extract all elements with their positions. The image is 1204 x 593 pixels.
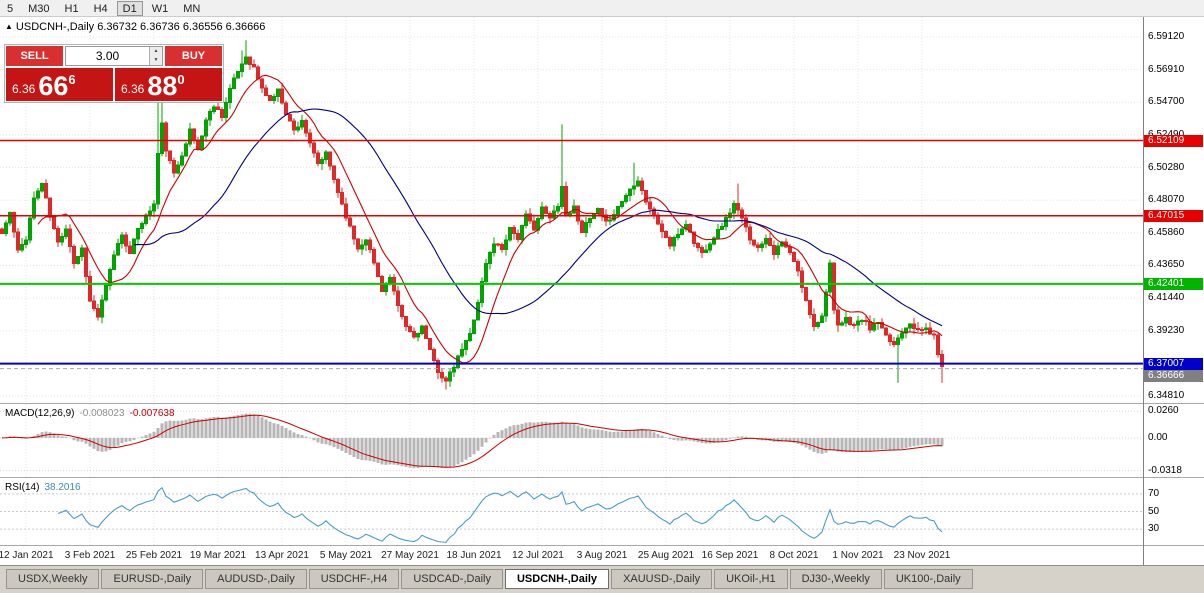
panel-divider [0,477,1204,478]
price-tick: 6.41440 [1148,292,1185,304]
lot-increase-button[interactable]: ▲ [150,47,162,56]
price-tick: 6.52490 [1148,129,1184,141]
sell-button[interactable]: SELL [6,46,63,66]
date-label: 27 May 2021 [381,550,439,561]
rsi-axis[interactable]: 70 50 30 [1143,478,1204,545]
buy-price-pip-digit: 0 [177,72,185,87]
macd-main-value: -0.008023 [79,408,125,419]
rsi-tick: 70 [1148,487,1160,499]
price-tick: 6.48070 [1148,194,1185,206]
ohlc-text: USDCNH-,Daily 6.36732 6.36736 6.36556 6.… [15,21,266,33]
timeframe-button-h1[interactable]: H1 [64,2,79,15]
price-badge: 6.52109 [1144,134,1203,147]
tick-up-icon: ▲ [5,22,13,31]
axis-border [1143,17,1144,565]
price-badge: 6.47015 [1144,209,1203,222]
macd-axis[interactable]: 0.0260 0.00 -0.0318 [1143,404,1204,477]
macd-tick: 0.0260 [1148,405,1179,417]
sell-price-prefix: 6.36 [12,82,36,96]
chart-tab-dj30-weekly[interactable]: DJ30-,Weekly [789,569,882,589]
date-label: 12 Jan 2021 [0,550,54,561]
panel-divider [0,403,1204,404]
price-tick: 6.45860 [1148,226,1185,238]
sell-price-display[interactable]: 6.36 66 6 [6,68,113,101]
chart-tab-uk100-daily[interactable]: UK100-,Daily [883,569,973,589]
date-label: 3 Aug 2021 [576,550,628,561]
timeframe-button-h4[interactable]: H4 [93,2,108,15]
rsi-indicator-chart[interactable] [0,478,1143,545]
chart-tab-usdcnh-daily[interactable]: USDCNH-,Daily [504,569,610,589]
price-tick: 6.54700 [1148,96,1185,108]
macd-indicator-label: MACD(12,26,9) -0.008023 -0.007638 [5,408,180,419]
timeframe-toolbar: 5 M30 H1 H4 D1 W1 MN [0,0,1204,17]
rsi-name: RSI(14) [5,482,40,493]
price-tick: 6.56910 [1148,63,1185,75]
buy-price-display[interactable]: 6.36 88 0 [115,68,222,101]
date-label: 18 Jun 2021 [446,550,502,561]
date-label: 19 Mar 2021 [189,550,247,561]
panel-divider [0,545,1204,546]
macd-indicator-chart[interactable] [0,404,1143,477]
lot-spinner: ▲ ▼ [149,47,162,65]
macd-tick: 0.00 [1148,431,1168,443]
one-click-trade-panel: SELL 3.00 ▲ ▼ BUY 6.36 66 6 6.36 88 0 [4,44,224,103]
rsi-tick: 50 [1148,505,1160,517]
date-label: 8 Oct 2021 [769,550,819,561]
rsi-indicator-label: RSI(14) 38.2016 [5,482,86,493]
timeframe-button-mn[interactable]: MN [183,2,201,15]
macd-name: MACD(12,26,9) [5,408,75,419]
sell-price-pip-digit: 6 [68,72,76,87]
date-label: 23 Nov 2021 [893,550,951,561]
rsi-value: 38.2016 [44,482,81,493]
rsi-tick: 30 [1148,523,1160,535]
price-tick: 6.34810 [1148,390,1185,402]
time-axis[interactable]: 12 Jan 2021 3 Feb 2021 25 Feb 2021 19 Mar 2… [0,546,1143,565]
lot-decrease-button[interactable]: ▼ [150,56,162,65]
price-tick: 6.39230 [1148,324,1185,336]
macd-tick: -0.0318 [1148,464,1182,476]
chart-tab-ukoil-h1[interactable]: UKOil-,H1 [714,569,788,589]
lot-size-input[interactable]: 3.00 ▲ ▼ [65,46,163,66]
chart-tab-usdcad-daily[interactable]: USDCAD-,Daily [401,569,503,589]
price-badge: 6.42401 [1144,277,1203,290]
date-label: 25 Aug 2021 [637,550,695,561]
timeframe-button-m30[interactable]: M30 [28,2,50,15]
date-label: 12 Jul 2021 [512,550,564,561]
macd-signal-value: -0.007638 [129,408,175,419]
date-label: 1 Nov 2021 [832,550,884,561]
price-badge: 6.37007 [1144,357,1203,370]
price-tick: 6.50280 [1148,161,1185,173]
chart-tab-eurusd-daily[interactable]: EURUSD-,Daily [101,569,204,589]
buy-price-big-digits: 88 [147,71,178,101]
chart-tabs-bar: USDX,Weekly EURUSD-,Daily AUDUSD-,Daily USD… [0,565,1204,593]
date-label: 16 Sep 2021 [701,550,759,561]
buy-price-prefix: 6.36 [121,82,145,96]
price-tick: 6.43650 [1148,259,1185,271]
chart-tab-usdx-weekly[interactable]: USDX,Weekly [6,569,100,589]
date-label: 5 May 2021 [319,550,373,561]
chart-tab-usdchf-h4[interactable]: USDCHF-,H4 [308,569,400,589]
timeframe-button-w1[interactable]: W1 [151,2,169,15]
chart-tab-xauusd-daily[interactable]: XAUUSD-,Daily [611,569,713,589]
ohlc-readout: ▲ USDCNH-,Daily 6.36732 6.36736 6.36556 6… [5,21,265,33]
price-badge: 6.36666 [1144,369,1203,382]
price-tick: 6.59120 [1148,30,1185,42]
date-label: 25 Feb 2021 [125,550,183,561]
date-label: 13 Apr 2021 [255,550,309,561]
lot-size-value: 3.00 [95,49,120,63]
buy-button[interactable]: BUY [165,46,222,66]
sell-price-big-digits: 66 [38,71,69,101]
price-axis[interactable]: 6.59120 6.56910 6.54700 6.52490 6.50280 6.480… [1143,17,1204,403]
timeframe-button-d1[interactable]: D1 [116,0,143,16]
timeframe-button-5[interactable]: 5 [7,2,14,15]
chart-tab-audusd-daily[interactable]: AUDUSD-,Daily [205,569,307,589]
date-label: 3 Feb 2021 [64,550,116,561]
